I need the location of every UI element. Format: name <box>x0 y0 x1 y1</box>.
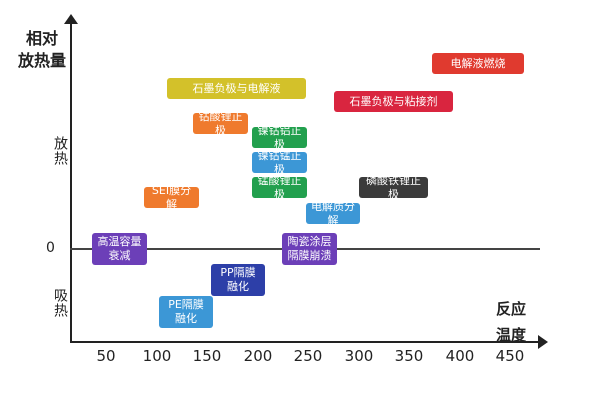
x-tick-label: 50 <box>96 347 116 365</box>
x-axis-arrow <box>538 335 548 349</box>
box-label: 磷酸铁锂正极 <box>366 173 421 201</box>
ncm-cathode-box: 镍钴锰正极 <box>252 149 307 176</box>
endothermic-label: 吸热 <box>52 288 68 318</box>
x-tick-label: 350 <box>394 347 424 365</box>
x-tick-label: 150 <box>192 347 222 365</box>
electrolyte-combustion-box: 电解液燃烧 <box>432 53 524 74</box>
box-label: 镍钴锰正极 <box>257 148 302 176</box>
box-label-line1: PE隔膜 <box>168 298 204 311</box>
y-axis-title-line1: 相对 <box>25 29 58 48</box>
box-label: 锰酸锂正极 <box>257 173 302 201</box>
x-tick-label: 250 <box>293 347 323 365</box>
electrolyte-decomposition-box: 电解质分解 <box>306 200 360 227</box>
box-label-line2: 融化 <box>227 280 249 293</box>
y-axis-title-line2: 放热量 <box>17 51 66 70</box>
box-label-line1: PP隔膜 <box>220 266 256 279</box>
lmo-cathode-box: 锰酸锂正极 <box>252 174 307 201</box>
y-axis-arrow <box>64 14 78 24</box>
box-label: 镍钴铝正极 <box>257 123 302 151</box>
nca-cathode-box: 镍钴铝正极 <box>252 124 307 151</box>
x-tick-label: 400 <box>445 347 475 365</box>
graphite-anode-binder-box: 石墨负极与粘接剂 <box>334 91 453 112</box>
box-label: 电解液燃烧 <box>450 56 506 70</box>
box-label: 电解质分解 <box>311 199 355 227</box>
graphite-anode-electrolyte-box: 石墨负极与电解液 <box>167 78 306 99</box>
box-label: SEI膜分解 <box>151 183 192 211</box>
box-label-line2: 衰减 <box>108 249 131 262</box>
pe-separator-box: PE隔膜 融化 <box>159 296 213 328</box>
box-label-line2: 融化 <box>175 312 197 325</box>
box-label-line2: 隔膜崩溃 <box>287 249 332 262</box>
lfp-cathode-box: 磷酸铁锂正极 <box>359 174 428 201</box>
ceramic-separator-box: 陶瓷涂层 隔膜崩溃 <box>282 233 337 265</box>
high-temp-capacity-box: 高温容量 衰减 <box>92 233 147 265</box>
x-tick-label: 450 <box>495 347 525 365</box>
box-label: 石墨负极与粘接剂 <box>349 94 438 108</box>
pp-separator-box: PP隔膜 融化 <box>211 264 265 296</box>
lco-cathode-box: 钴酸锂正极 <box>193 110 248 137</box>
box-label-line1: 陶瓷涂层 <box>287 235 332 248</box>
x-tick-label: 300 <box>344 347 374 365</box>
x-axis-line <box>70 341 540 343</box>
x-tick-label: 200 <box>243 347 273 365</box>
box-label-line1: 高温容量 <box>97 235 142 248</box>
exothermic-label: 放热 <box>52 136 68 166</box>
box-label: 钴酸锂正极 <box>198 109 243 137</box>
x-axis-title-line2: 温度 <box>495 326 526 344</box>
box-label: 石墨负极与电解液 <box>192 81 281 95</box>
sei-decomposition-box: SEI膜分解 <box>144 184 199 211</box>
zero-label: 0 <box>46 240 55 256</box>
x-tick-label: 100 <box>142 347 172 365</box>
x-axis-title-line1: 反应 <box>495 300 526 318</box>
x-axis-title: 反应 温度 <box>486 296 536 348</box>
y-axis-line <box>70 22 72 342</box>
y-axis-title: 相对 放热量 <box>16 28 68 72</box>
